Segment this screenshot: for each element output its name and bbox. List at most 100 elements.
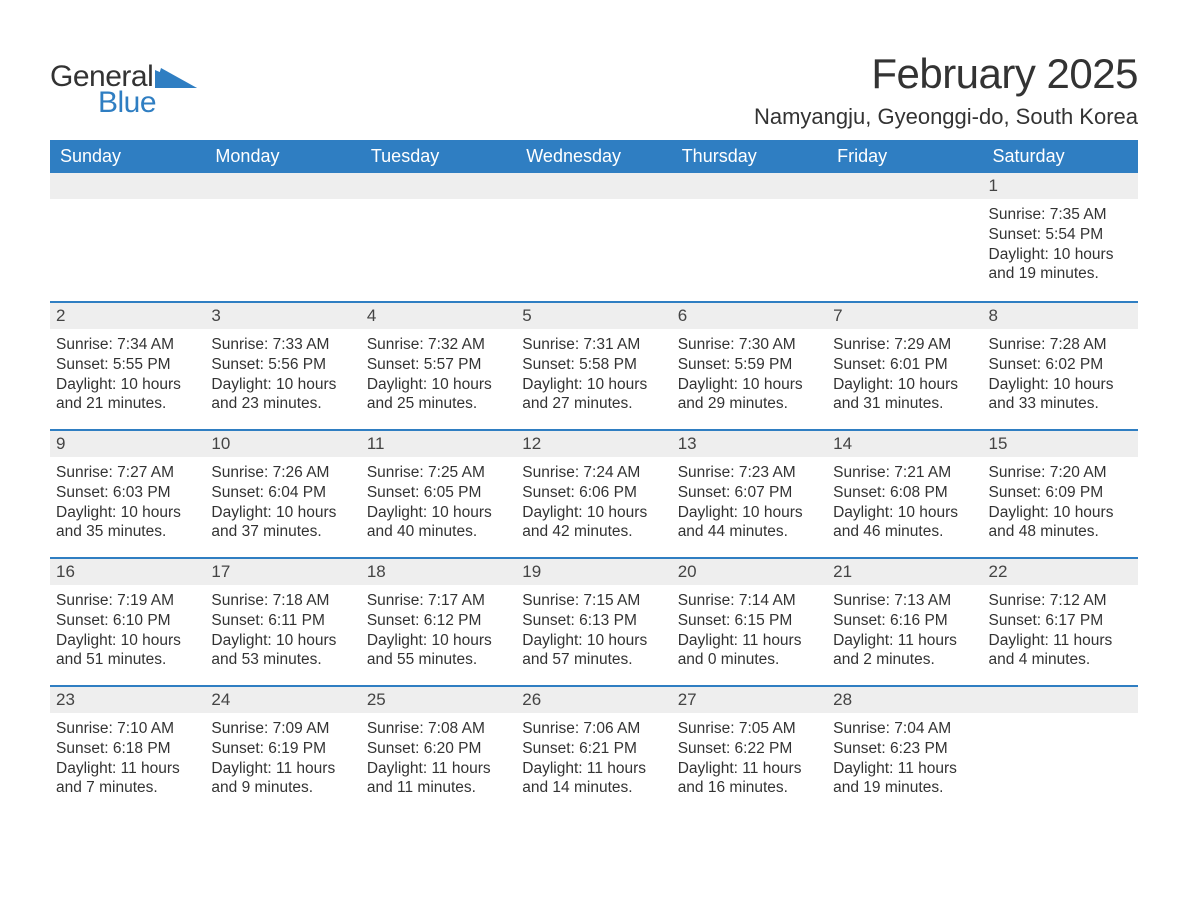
logo: General Blue	[50, 50, 197, 120]
calendar-cell: 23Sunrise: 7:10 AMSunset: 6:18 PMDayligh…	[50, 685, 205, 813]
day-number-bar: 13	[672, 429, 827, 457]
day-number-bar: 18	[361, 557, 516, 585]
calendar-cell: 18Sunrise: 7:17 AMSunset: 6:12 PMDayligh…	[361, 557, 516, 685]
daylight-line: Daylight: 10 hours and 40 minutes.	[367, 503, 508, 543]
sunset-line: Sunset: 5:56 PM	[211, 355, 352, 375]
calendar-body: 1Sunrise: 7:35 AMSunset: 5:54 PMDaylight…	[50, 173, 1138, 813]
day-details: Sunrise: 7:09 AMSunset: 6:19 PMDaylight:…	[205, 713, 360, 808]
calendar-cell: 20Sunrise: 7:14 AMSunset: 6:15 PMDayligh…	[672, 557, 827, 685]
calendar-cell: 21Sunrise: 7:13 AMSunset: 6:16 PMDayligh…	[827, 557, 982, 685]
weekday-header: Saturday	[983, 140, 1138, 173]
daylight-line: Daylight: 10 hours and 57 minutes.	[522, 631, 663, 671]
sunrise-line: Sunrise: 7:20 AM	[989, 463, 1130, 483]
sunrise-line: Sunrise: 7:28 AM	[989, 335, 1130, 355]
calendar-cell: 25Sunrise: 7:08 AMSunset: 6:20 PMDayligh…	[361, 685, 516, 813]
sunset-line: Sunset: 6:12 PM	[367, 611, 508, 631]
calendar-cell: 2Sunrise: 7:34 AMSunset: 5:55 PMDaylight…	[50, 301, 205, 429]
calendar-cell: 12Sunrise: 7:24 AMSunset: 6:06 PMDayligh…	[516, 429, 671, 557]
day-number-bar: 28	[827, 685, 982, 713]
day-number-bar: 22	[983, 557, 1138, 585]
title-block: February 2025 Namyangju, Gyeonggi-do, So…	[754, 50, 1138, 130]
day-number-bar: 5	[516, 301, 671, 329]
day-number-bar	[983, 685, 1138, 713]
sunrise-line: Sunrise: 7:15 AM	[522, 591, 663, 611]
calendar-cell: 6Sunrise: 7:30 AMSunset: 5:59 PMDaylight…	[672, 301, 827, 429]
sunset-line: Sunset: 6:13 PM	[522, 611, 663, 631]
daylight-line: Daylight: 11 hours and 14 minutes.	[522, 759, 663, 799]
sunset-line: Sunset: 6:16 PM	[833, 611, 974, 631]
sunset-line: Sunset: 6:18 PM	[56, 739, 197, 759]
sunrise-line: Sunrise: 7:34 AM	[56, 335, 197, 355]
weekday-header: Tuesday	[361, 140, 516, 173]
sunset-line: Sunset: 6:07 PM	[678, 483, 819, 503]
sunset-line: Sunset: 6:09 PM	[989, 483, 1130, 503]
day-number-bar: 6	[672, 301, 827, 329]
daylight-line: Daylight: 11 hours and 9 minutes.	[211, 759, 352, 799]
daylight-line: Daylight: 10 hours and 31 minutes.	[833, 375, 974, 415]
calendar-row: 1Sunrise: 7:35 AMSunset: 5:54 PMDaylight…	[50, 173, 1138, 301]
calendar-cell: 27Sunrise: 7:05 AMSunset: 6:22 PMDayligh…	[672, 685, 827, 813]
daylight-line: Daylight: 10 hours and 23 minutes.	[211, 375, 352, 415]
sunrise-line: Sunrise: 7:33 AM	[211, 335, 352, 355]
sunset-line: Sunset: 5:54 PM	[989, 225, 1130, 245]
weekday-header: Sunday	[50, 140, 205, 173]
daylight-line: Daylight: 10 hours and 33 minutes.	[989, 375, 1130, 415]
day-details: Sunrise: 7:33 AMSunset: 5:56 PMDaylight:…	[205, 329, 360, 424]
sunset-line: Sunset: 6:19 PM	[211, 739, 352, 759]
calendar-cell: 17Sunrise: 7:18 AMSunset: 6:11 PMDayligh…	[205, 557, 360, 685]
day-details: Sunrise: 7:04 AMSunset: 6:23 PMDaylight:…	[827, 713, 982, 808]
sunset-line: Sunset: 6:03 PM	[56, 483, 197, 503]
day-details: Sunrise: 7:30 AMSunset: 5:59 PMDaylight:…	[672, 329, 827, 424]
sunset-line: Sunset: 5:55 PM	[56, 355, 197, 375]
daylight-line: Daylight: 10 hours and 55 minutes.	[367, 631, 508, 671]
day-details: Sunrise: 7:24 AMSunset: 6:06 PMDaylight:…	[516, 457, 671, 552]
daylight-line: Daylight: 10 hours and 53 minutes.	[211, 631, 352, 671]
daylight-line: Daylight: 10 hours and 46 minutes.	[833, 503, 974, 543]
day-details: Sunrise: 7:27 AMSunset: 6:03 PMDaylight:…	[50, 457, 205, 552]
sunset-line: Sunset: 6:04 PM	[211, 483, 352, 503]
day-details	[205, 199, 360, 215]
day-number-bar: 16	[50, 557, 205, 585]
calendar-cell: 19 Sunrise: 7:15 AMSunset: 6:13 PMDayligh…	[516, 557, 671, 685]
calendar-cell	[50, 173, 205, 301]
daylight-line: Daylight: 11 hours and 0 minutes.	[678, 631, 819, 671]
day-details	[672, 199, 827, 215]
sunrise-line: Sunrise: 7:25 AM	[367, 463, 508, 483]
day-details: Sunrise: 7:23 AMSunset: 6:07 PMDaylight:…	[672, 457, 827, 552]
sunrise-line: Sunrise: 7:21 AM	[833, 463, 974, 483]
daylight-line: Daylight: 10 hours and 25 minutes.	[367, 375, 508, 415]
daylight-line: Daylight: 10 hours and 35 minutes.	[56, 503, 197, 543]
daylight-line: Daylight: 11 hours and 2 minutes.	[833, 631, 974, 671]
sunrise-line: Sunrise: 7:35 AM	[989, 205, 1130, 225]
day-number-bar	[205, 173, 360, 199]
day-number-bar: 10	[205, 429, 360, 457]
day-number-bar: 19	[516, 557, 671, 585]
day-number-bar: 7	[827, 301, 982, 329]
calendar-cell: 7Sunrise: 7:29 AMSunset: 6:01 PMDaylight…	[827, 301, 982, 429]
weekday-header: Thursday	[672, 140, 827, 173]
day-details: Sunrise: 7:29 AMSunset: 6:01 PMDaylight:…	[827, 329, 982, 424]
daylight-line: Daylight: 10 hours and 51 minutes.	[56, 631, 197, 671]
day-details	[361, 199, 516, 215]
day-number-bar: 14	[827, 429, 982, 457]
sunrise-line: Sunrise: 7:18 AM	[211, 591, 352, 611]
day-details: Sunrise: 7:28 AMSunset: 6:02 PMDaylight:…	[983, 329, 1138, 424]
sunset-line: Sunset: 5:57 PM	[367, 355, 508, 375]
daylight-line: Daylight: 11 hours and 11 minutes.	[367, 759, 508, 799]
calendar-cell: 22Sunrise: 7:12 AMSunset: 6:17 PMDayligh…	[983, 557, 1138, 685]
daylight-line: Daylight: 10 hours and 29 minutes.	[678, 375, 819, 415]
sunrise-line: Sunrise: 7:05 AM	[678, 719, 819, 739]
day-number-bar: 26	[516, 685, 671, 713]
day-details: Sunrise: 7:19 AMSunset: 6:10 PMDaylight:…	[50, 585, 205, 680]
sunset-line: Sunset: 6:02 PM	[989, 355, 1130, 375]
day-number-bar: 2	[50, 301, 205, 329]
sunrise-line: Sunrise: 7:26 AM	[211, 463, 352, 483]
day-number-bar	[50, 173, 205, 199]
day-details: Sunrise: 7:31 AMSunset: 5:58 PMDaylight:…	[516, 329, 671, 424]
calendar-cell: 16Sunrise: 7:19 AMSunset: 6:10 PMDayligh…	[50, 557, 205, 685]
logo-text-blue: Blue	[98, 86, 197, 120]
sunset-line: Sunset: 6:01 PM	[833, 355, 974, 375]
sunset-line: Sunset: 6:17 PM	[989, 611, 1130, 631]
calendar-cell	[516, 173, 671, 301]
day-details: Sunrise: 7:17 AMSunset: 6:12 PMDaylight:…	[361, 585, 516, 680]
